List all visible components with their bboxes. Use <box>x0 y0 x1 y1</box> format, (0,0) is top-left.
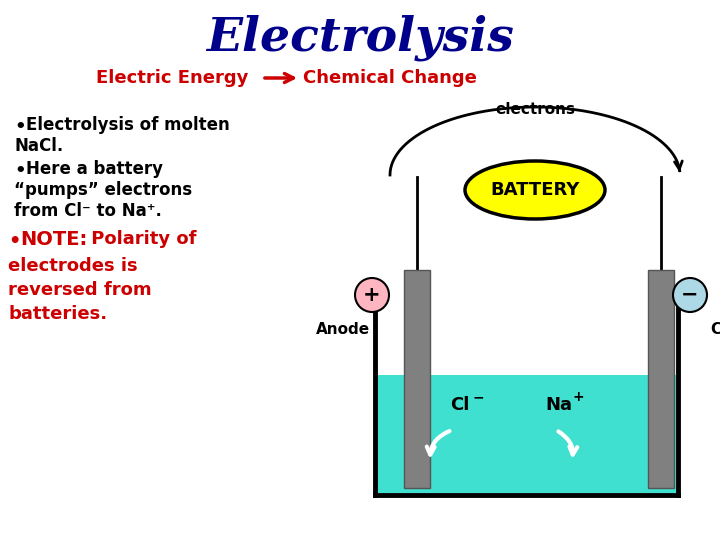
Polygon shape <box>404 270 430 488</box>
Circle shape <box>355 278 389 312</box>
Text: NOTE:: NOTE: <box>20 230 87 249</box>
Text: batteries.: batteries. <box>8 305 107 323</box>
Text: Anode: Anode <box>316 322 370 337</box>
Text: from Cl⁻ to Na⁺.: from Cl⁻ to Na⁺. <box>14 202 162 220</box>
Text: electrodes is: electrodes is <box>8 257 138 275</box>
Text: Electrolysis: Electrolysis <box>206 15 514 61</box>
Text: reversed from: reversed from <box>8 281 152 299</box>
Text: Chemical Change: Chemical Change <box>303 69 477 87</box>
Text: Electrolysis of molten: Electrolysis of molten <box>26 116 230 134</box>
Text: Na: Na <box>545 396 572 414</box>
Text: Cathode: Cathode <box>710 322 720 337</box>
Text: •: • <box>8 232 20 251</box>
Text: Polarity of: Polarity of <box>85 230 197 248</box>
Text: Electric Energy: Electric Energy <box>96 69 248 87</box>
Text: Here a battery: Here a battery <box>26 160 163 178</box>
Text: −: − <box>473 390 485 404</box>
Polygon shape <box>377 375 676 493</box>
Text: •: • <box>14 162 26 180</box>
Text: +: + <box>573 390 585 404</box>
Text: NaCl.: NaCl. <box>14 137 63 155</box>
Text: •: • <box>14 118 26 136</box>
Text: BATTERY: BATTERY <box>490 181 580 199</box>
Ellipse shape <box>465 161 605 219</box>
Text: “pumps” electrons: “pumps” electrons <box>14 181 192 199</box>
Text: Cl: Cl <box>450 396 469 414</box>
Text: −: − <box>681 285 698 305</box>
Text: electrons: electrons <box>495 103 575 118</box>
Text: +: + <box>363 285 381 305</box>
Circle shape <box>673 278 707 312</box>
Polygon shape <box>648 270 674 488</box>
